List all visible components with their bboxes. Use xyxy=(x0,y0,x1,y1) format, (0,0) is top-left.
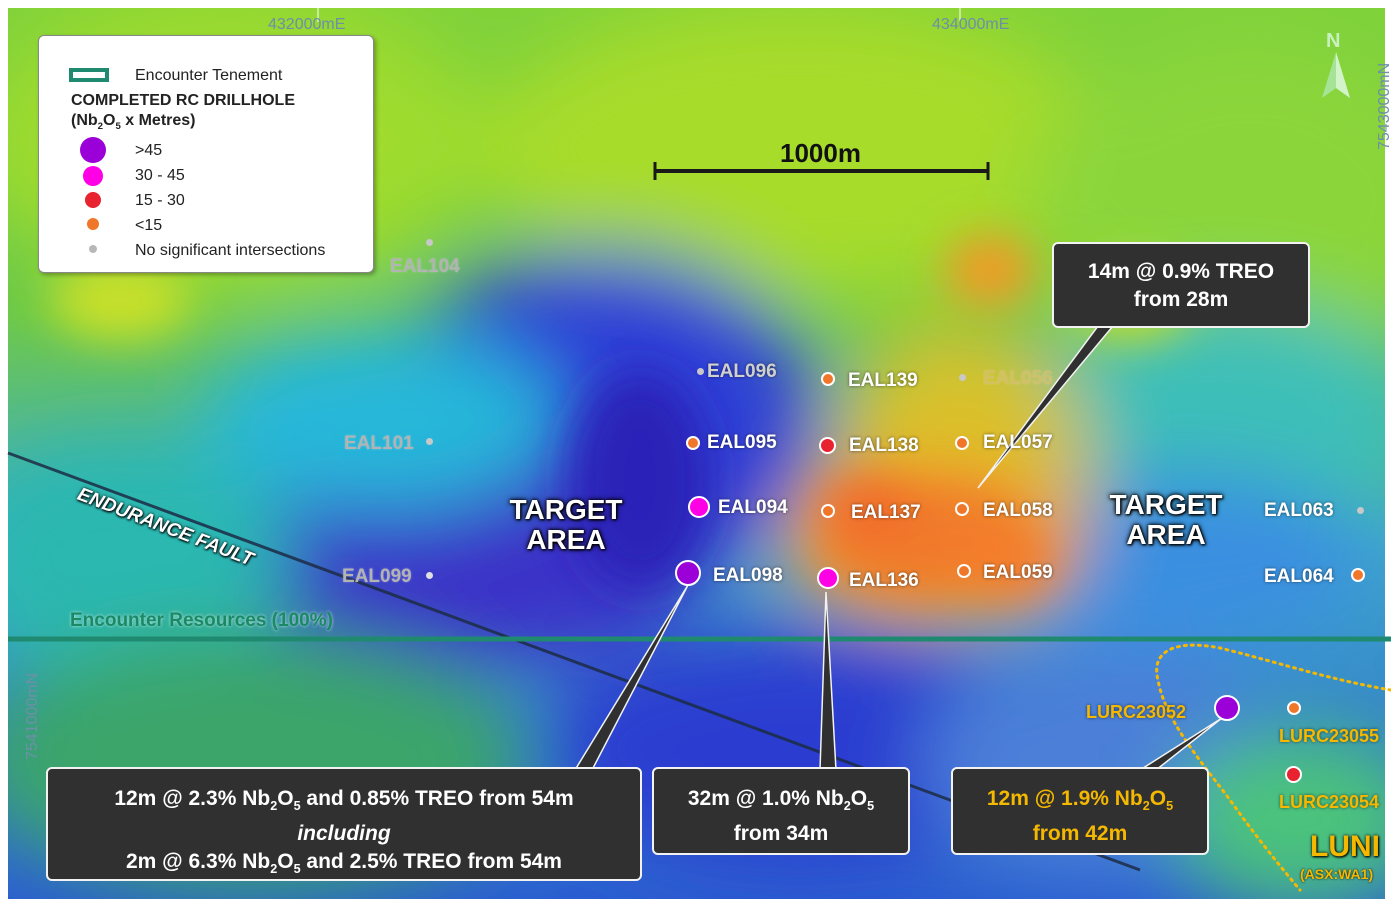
drillhole-label: EAL057 xyxy=(983,432,1053,453)
scale-bar-label: 1000m xyxy=(780,138,861,168)
luni-label: LUNI xyxy=(1310,830,1380,863)
legend-tenement-label: Encounter Tenement xyxy=(135,67,283,84)
legend-symbol-15-30 xyxy=(85,192,101,208)
drillhole-eal095[interactable] xyxy=(686,436,700,450)
drillhole-lurc23054[interactable] xyxy=(1285,766,1302,783)
easting-label: 434000mE xyxy=(932,16,1010,33)
legend-class-label: No significant intersections xyxy=(135,242,326,259)
drillhole-eal064[interactable] xyxy=(1351,568,1365,582)
drillhole-label: LURC23054 xyxy=(1279,792,1380,812)
drillhole-label: EAL137 xyxy=(851,502,921,523)
drillhole-eal094[interactable] xyxy=(688,496,710,518)
drillhole-label: EAL096 xyxy=(707,361,777,382)
legend-heading-units: (Nb2O5 x Metres) xyxy=(71,112,196,133)
drillhole-label: LURC23052 xyxy=(1086,702,1187,722)
drillhole-label: EAL064 xyxy=(1264,566,1334,587)
drillhole-eal098[interactable] xyxy=(675,560,701,586)
north-arrow-icon xyxy=(1322,52,1352,98)
target-area-label: TARGET AREA xyxy=(1109,489,1223,550)
drillhole-label: EAL099 xyxy=(342,566,412,587)
drillhole-lurc23052[interactable] xyxy=(1214,695,1240,721)
drillhole-eal096[interactable] xyxy=(697,368,704,375)
drillhole-lurc23055[interactable] xyxy=(1287,701,1301,715)
drillhole-eal137[interactable] xyxy=(821,504,835,518)
drillhole-label: EAL095 xyxy=(707,432,777,453)
legend-symbol-none xyxy=(89,245,97,253)
scale-bar xyxy=(655,162,988,180)
callout-lurc23052: 12m @ 1.9% Nb2O5 from 42m xyxy=(951,767,1209,855)
drillhole-label: EAL139 xyxy=(848,370,918,391)
drillhole-label: EAL101 xyxy=(344,433,414,454)
drillhole-label: EAL094 xyxy=(718,497,788,518)
legend-class-label: 30 - 45 xyxy=(135,167,185,184)
target-area-label: TARGET AREA xyxy=(509,494,623,555)
drillhole-label: EAL098 xyxy=(713,565,783,586)
north-arrow-label: N xyxy=(1326,30,1341,52)
northing-label: 7543000mN xyxy=(1376,62,1391,150)
drillhole-eal101[interactable] xyxy=(426,438,433,445)
northing-label: 7541000mN xyxy=(24,672,41,760)
legend-class-label: 15 - 30 xyxy=(135,192,185,209)
drillhole-eal058[interactable] xyxy=(955,502,969,516)
callout-eal136: 32m @ 1.0% Nb2O5 from 34m xyxy=(652,767,910,855)
legend-class-label: <15 xyxy=(135,217,163,234)
luni-ticker-label: (ASX:WA1) xyxy=(1300,866,1374,882)
drillhole-eal099[interactable] xyxy=(426,572,433,579)
drillhole-label: EAL059 xyxy=(983,562,1053,583)
legend-symbol-gt45 xyxy=(80,137,106,163)
drillhole-label: LURC23055 xyxy=(1279,726,1380,746)
drillhole-label: EAL136 xyxy=(849,570,919,591)
legend-heading: COMPLETED RC DRILLHOLE xyxy=(71,92,295,109)
legend-symbol-30-45 xyxy=(83,166,103,186)
callout-eal098: 12m @ 2.3% Nb2O5 and 0.85% TREO from 54m… xyxy=(46,767,642,881)
drillhole-eal059[interactable] xyxy=(957,564,971,578)
tenement-swatch xyxy=(69,68,109,82)
drillhole-eal138[interactable] xyxy=(819,437,836,454)
legend-class-label: >45 xyxy=(135,142,163,159)
drillhole-eal057[interactable] xyxy=(955,436,969,450)
drillhole-label: EAL104 xyxy=(390,256,460,277)
drillhole-eal063[interactable] xyxy=(1357,507,1364,514)
drillhole-label: EAL138 xyxy=(849,435,919,456)
drillhole-label: EAL063 xyxy=(1264,500,1334,521)
drillhole-eal136[interactable] xyxy=(817,567,839,589)
tenement-owner-label: Encounter Resources (100%) xyxy=(70,610,333,631)
drillhole-label: EAL058 xyxy=(983,500,1053,521)
callout-treo: 14m @ 0.9% TREO from 28m xyxy=(1052,242,1310,328)
drillhole-label: EAL056 xyxy=(983,368,1053,389)
drillhole-eal139[interactable] xyxy=(821,372,835,386)
drillhole-eal056[interactable] xyxy=(959,374,966,381)
map-legend: Encounter Tenement COMPLETED RC DRILLHOL… xyxy=(38,35,374,273)
legend-symbol-lt15 xyxy=(87,218,99,230)
easting-label: 432000mE xyxy=(268,16,346,33)
drillhole-eal104[interactable] xyxy=(426,239,433,246)
